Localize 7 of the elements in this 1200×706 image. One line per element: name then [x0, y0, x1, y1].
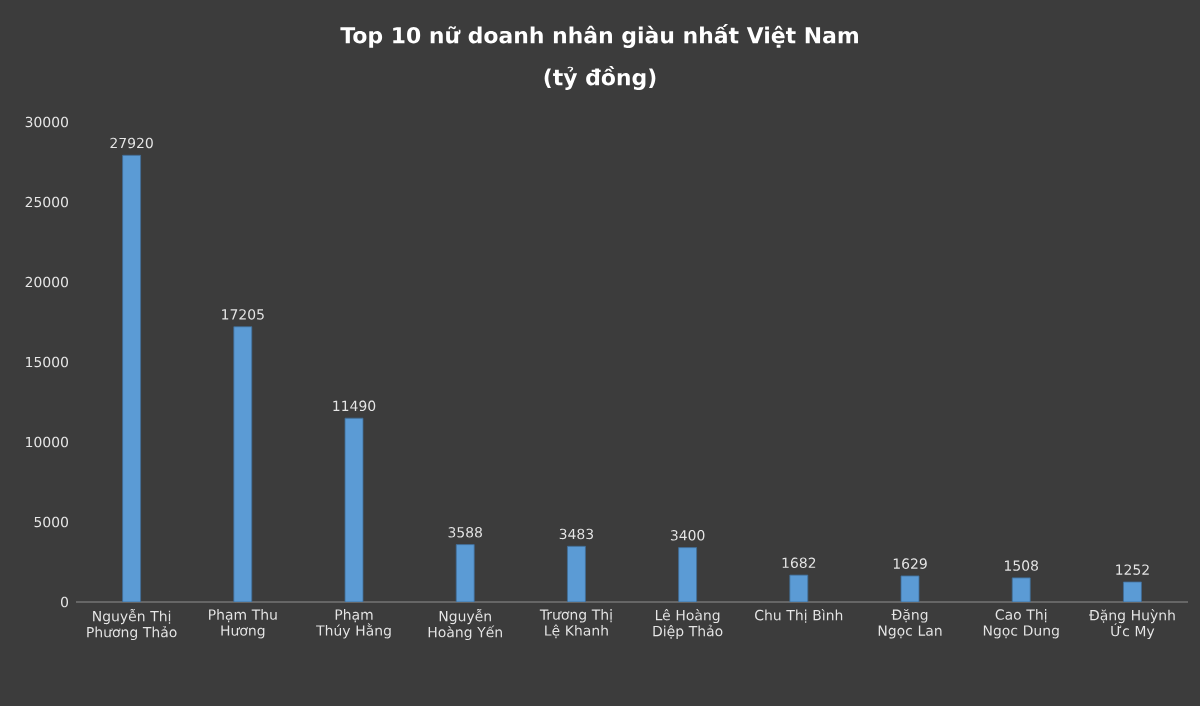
bar — [122, 154, 141, 602]
bar — [678, 547, 698, 602]
chart-subtitle: (tỷ đồng) — [544, 66, 656, 90]
bar — [233, 326, 253, 602]
bar — [455, 544, 475, 602]
chart-title: Top 10 nữ doanh nhân giàu nhất Việt Nam — [340, 24, 858, 48]
bar — [567, 545, 586, 602]
